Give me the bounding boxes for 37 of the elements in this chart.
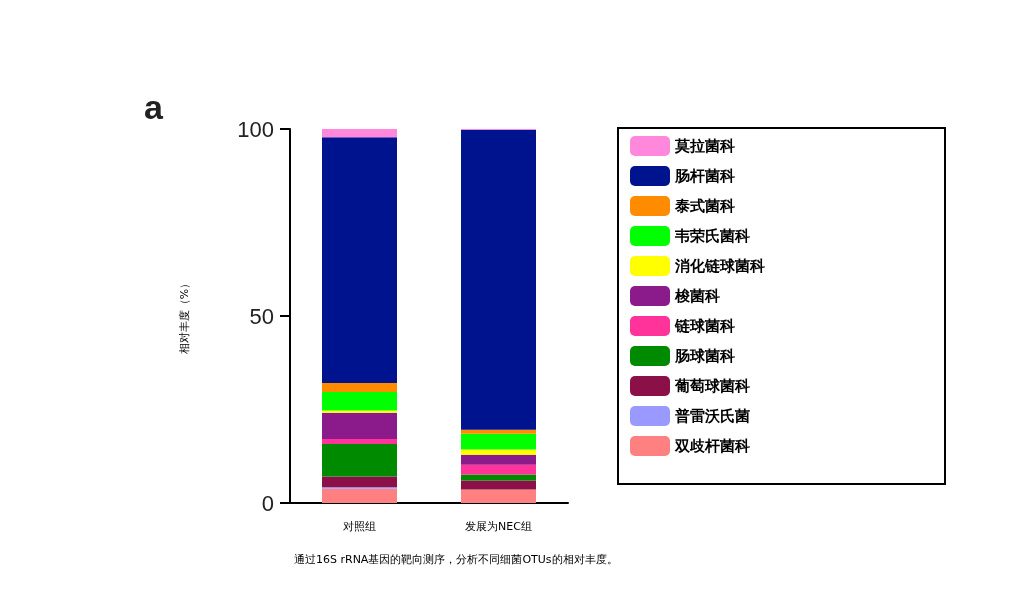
y-tick-label: 0 xyxy=(261,490,274,516)
legend-label: 消化链球菌科 xyxy=(674,257,765,275)
legend-label: 梭菌科 xyxy=(674,287,720,305)
bar xyxy=(322,488,397,503)
bar xyxy=(461,454,536,465)
text: 通过16S rRNA基因的靶向测序，分析不同细菌OTUs的相对丰度。 xyxy=(294,553,618,566)
bar xyxy=(461,130,536,430)
x-tick-label: 对照组 xyxy=(343,520,376,533)
y-tick-label: 100 xyxy=(237,116,274,142)
bar xyxy=(461,429,536,434)
legend-label: 泰式菌科 xyxy=(674,197,735,215)
bar xyxy=(322,391,397,411)
legend-label: 普雷沃氏菌 xyxy=(674,407,750,425)
bar xyxy=(461,464,536,475)
y-tick-label: 50 xyxy=(249,303,274,329)
legend-label: 链球菌科 xyxy=(674,317,735,335)
bar xyxy=(322,382,397,392)
x-tick-label: 发展为NEC组 xyxy=(465,520,532,533)
bar xyxy=(322,439,397,444)
legend-label: 双歧杆菌科 xyxy=(674,437,750,455)
bar xyxy=(461,480,536,490)
bar xyxy=(322,129,397,138)
legend-label: 莫拉菌科 xyxy=(674,137,735,155)
legend-label: 葡萄球菌科 xyxy=(674,377,750,395)
text: a xyxy=(144,88,164,126)
bar xyxy=(322,443,397,477)
bar xyxy=(322,137,397,383)
y-axis-title: 相对丰度（%） xyxy=(178,277,191,355)
bar xyxy=(461,449,536,455)
bar xyxy=(461,489,536,503)
bar xyxy=(322,412,397,440)
bar xyxy=(322,476,397,488)
legend-label: 肠杆菌科 xyxy=(674,167,735,185)
bar xyxy=(461,433,536,450)
legend-label: 肠球菌科 xyxy=(674,347,735,365)
bar xyxy=(461,474,536,481)
legend-label: 韦荣氏菌科 xyxy=(674,227,750,245)
